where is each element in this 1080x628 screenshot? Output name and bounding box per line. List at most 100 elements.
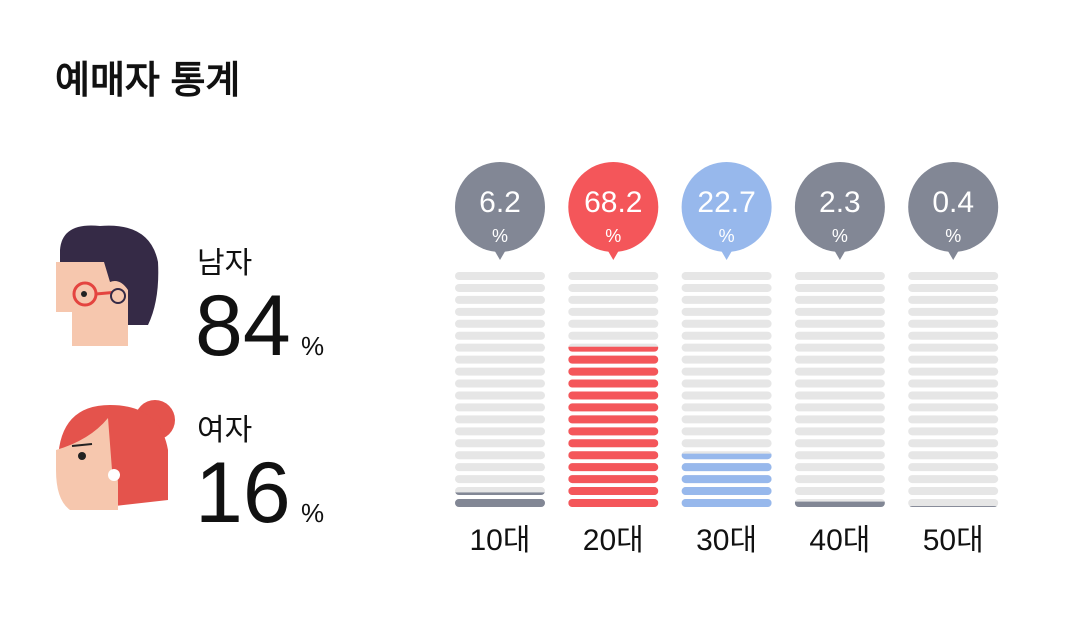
value-label: 6.2: [479, 186, 521, 219]
bar-track: [794, 463, 885, 472]
bar-track: [681, 295, 772, 304]
bar-track: [455, 283, 545, 292]
bar-track: [794, 283, 885, 292]
bar-track: [455, 427, 545, 436]
bar-track: [908, 331, 999, 340]
gender-label: 남자: [197, 247, 252, 280]
bar-track: [455, 272, 545, 280]
bar-track: [455, 439, 545, 448]
bar-track: [908, 475, 999, 484]
bar-track: [794, 367, 885, 376]
value-unit: %: [605, 226, 621, 246]
bar-track: [794, 319, 885, 328]
bar-track: [908, 367, 999, 376]
bar-track: [908, 463, 999, 472]
male-icon: [56, 225, 159, 346]
bar-track: [568, 319, 659, 328]
bar-track: [794, 307, 885, 316]
value-label: 68.2: [584, 186, 642, 219]
category-label: 30대: [696, 524, 757, 557]
bar: [908, 506, 999, 507]
bar-track: [908, 427, 999, 436]
bar-track: [455, 403, 545, 412]
bar-track: [455, 319, 545, 328]
gender-unit: %: [301, 498, 324, 528]
bar-track: [908, 451, 999, 460]
bar-track: [794, 475, 885, 484]
bar-track: [908, 319, 999, 328]
female-icon: [56, 400, 175, 510]
bar-track: [455, 355, 545, 364]
value-unit: %: [945, 226, 961, 246]
bubble: [794, 162, 885, 252]
bar-track: [794, 331, 885, 340]
bar-track: [908, 307, 999, 316]
bar-track: [908, 391, 999, 400]
bar-track: [681, 283, 772, 292]
bar-track: [455, 451, 545, 460]
bubble: [908, 162, 999, 252]
value-unit: %: [492, 226, 508, 246]
bar: [455, 492, 545, 507]
bubble: [455, 162, 545, 252]
bar-track: [794, 355, 885, 364]
bar-track: [908, 295, 999, 304]
bar-track: [794, 439, 885, 448]
bar-track: [681, 355, 772, 364]
bar-track: [455, 343, 545, 352]
bar-track: [455, 415, 545, 424]
gender-unit: %: [301, 331, 324, 361]
bar-track: [455, 307, 545, 316]
bar-track: [681, 391, 772, 400]
bar-track: [681, 367, 772, 376]
bar-track: [794, 403, 885, 412]
value-label: 22.7: [697, 186, 755, 219]
bar-track: [681, 439, 772, 448]
gender-value: 16: [195, 445, 291, 541]
bar-track: [568, 307, 659, 316]
age-chart: 6.2% 10대 68.2% 20대 22.7% 30대 2.3% 40대 0.4% 50대: [455, 162, 999, 557]
title: 예매자 통계: [55, 60, 240, 102]
bar: [794, 501, 885, 507]
bar-track: [794, 427, 885, 436]
bar-track: [794, 451, 885, 460]
bar-track: [908, 403, 999, 412]
bar-track: [681, 427, 772, 436]
category-label: 40대: [809, 524, 870, 557]
bar-track: [908, 343, 999, 352]
value-label: 2.3: [819, 186, 861, 219]
bar-track: [908, 355, 999, 364]
bar-track: [794, 343, 885, 352]
bar-track: [908, 487, 999, 496]
bar-track: [455, 367, 545, 376]
bar-track: [455, 295, 545, 304]
bar-track: [455, 331, 545, 340]
bar-track: [681, 415, 772, 424]
bar-track: [908, 499, 999, 507]
bubble: [568, 162, 659, 252]
bar-track: [455, 379, 545, 388]
gender-label: 여자: [197, 414, 252, 447]
gender-value: 84: [195, 278, 291, 374]
bar-track: [568, 331, 659, 340]
bar-track: [681, 272, 772, 280]
bar-track: [681, 319, 772, 328]
bar-track: [681, 331, 772, 340]
bar-track: [681, 343, 772, 352]
bubble: [681, 162, 772, 252]
bar-track: [794, 295, 885, 304]
bar-track: [568, 272, 659, 280]
bar-track: [794, 391, 885, 400]
bar-track: [455, 475, 545, 484]
value-label: 0.4: [932, 186, 974, 219]
bar-track: [568, 295, 659, 304]
bar-track: [681, 379, 772, 388]
bar-track: [455, 463, 545, 472]
value-unit: %: [832, 226, 848, 246]
category-label: 20대: [583, 524, 644, 557]
category-label: 10대: [470, 524, 531, 557]
bar-track: [908, 272, 999, 280]
